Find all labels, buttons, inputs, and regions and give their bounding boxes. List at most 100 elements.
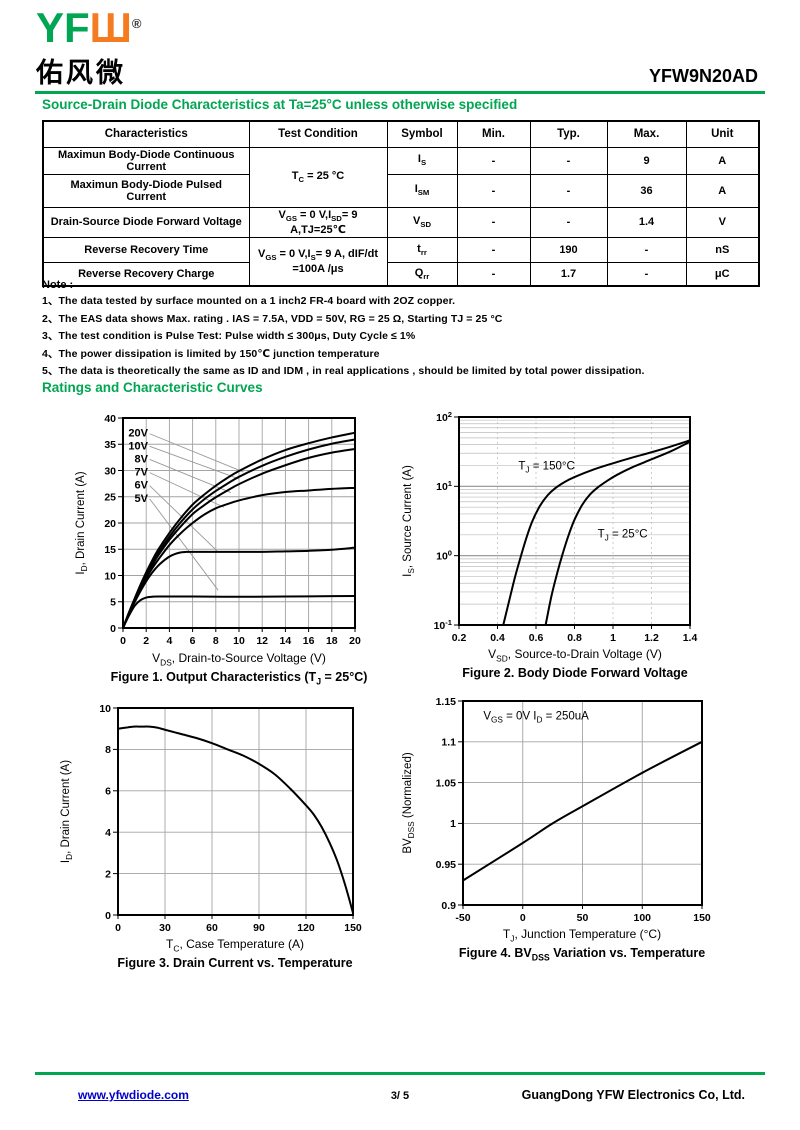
svg-text:1.4: 1.4	[683, 632, 698, 644]
fig4-svg: -50 0 50 100 150 0.9 0.95 1 1.05 1.1 1.15 VGS = 0V …	[402, 696, 711, 924]
cell-min: -	[456, 173, 531, 208]
logo-wordmark: YFШ®	[36, 5, 141, 50]
svg-text:5: 5	[110, 597, 116, 609]
svg-text:30: 30	[104, 465, 116, 477]
svg-text:1: 1	[610, 632, 616, 644]
header-divider	[35, 91, 765, 94]
svg-text:0.6: 0.6	[529, 632, 544, 644]
svg-text:TJ = 25°C: TJ = 25°C	[598, 528, 648, 542]
svg-text:1.15: 1.15	[436, 696, 457, 708]
svg-text:1: 1	[450, 818, 456, 830]
svg-text:20: 20	[349, 635, 361, 647]
figure-4-x-axis-label: TJ, Junction Temperature (°C)	[502, 927, 662, 944]
svg-text:0.4: 0.4	[490, 632, 505, 644]
note-item: 5、The data is theoretically the same as …	[42, 365, 645, 377]
figure-1: 0 2 4 6 8 10 12 14 16 18 20 0 5 10 15 20 25 30 35 40 20V 10V 8…	[70, 406, 370, 687]
cell-min: -	[456, 261, 531, 287]
footer-divider	[35, 1072, 765, 1075]
note-item: 4、The power dissipation is limited by 15…	[42, 347, 380, 360]
svg-text:12: 12	[256, 635, 268, 647]
svg-text:10-1: 10-1	[434, 618, 452, 632]
svg-text:6: 6	[190, 635, 196, 647]
svg-text:150: 150	[344, 922, 362, 934]
table-header-row: Characteristics Test Condition Symbol Mi…	[42, 120, 760, 148]
figure-3-caption: Figure 3. Drain Current vs. Temperature	[117, 956, 353, 971]
cell-min: -	[456, 206, 531, 238]
figure-2-x-axis-label: VSD, Source-to-Drain Voltage (V)	[488, 647, 662, 664]
website-link[interactable]: www.yfwdiode.com	[78, 1088, 189, 1102]
cell-symbol: VSD	[386, 206, 458, 238]
col-header-min: Min.	[456, 120, 531, 148]
col-header-max: Max.	[606, 120, 687, 148]
fig2-svg: 0.2 0.4 0.6 0.8 1 1.2 1.4 10-1 100 101 102 TJ = 150…	[402, 410, 698, 644]
fig3-svg: 0 30 60 90 120 150 0 2 4 6 8 10 ID, Drain Current (A…	[60, 703, 362, 934]
svg-text:7V: 7V	[134, 467, 148, 479]
svg-text:10: 10	[104, 570, 116, 582]
svg-text:18: 18	[326, 635, 338, 647]
svg-text:15: 15	[104, 544, 116, 556]
cell-symbol: ISM	[386, 173, 458, 208]
figure-1-x-axis-label: VDS, Drain-to-Source Voltage (V)	[152, 651, 326, 668]
figure-2: 0.2 0.4 0.6 0.8 1 1.2 1.4 10-1 100 101 102 TJ = 150…	[395, 406, 707, 681]
notes: Note : 1、The data tested by surface moun…	[42, 279, 742, 381]
svg-text:6V: 6V	[134, 480, 148, 492]
company-name: GuangDong YFW Electronics Co, Ltd.	[521, 1088, 745, 1102]
note-item: 1、The data tested by surface mounted on …	[42, 295, 456, 307]
svg-text:101: 101	[436, 479, 452, 493]
svg-text:8V: 8V	[134, 453, 148, 465]
table-row: Reverse Recovery Charge Qrr - 1.7 - μC	[42, 261, 760, 287]
fig1-svg: 0 2 4 6 8 10 12 14 16 18 20 0 5 10 15 20 25 30 35 40 20V10V8…	[75, 413, 361, 647]
col-header-test-condition: Test Condition	[248, 120, 388, 148]
cell-characteristics: Drain-Source Diode Forward Voltage	[42, 206, 250, 238]
note-item: 2、The EAS data shows Max. rating . IAS =…	[42, 312, 503, 325]
svg-text:4: 4	[105, 827, 111, 839]
cell-unit: V	[685, 206, 760, 238]
svg-text:0: 0	[115, 922, 121, 934]
cell-characteristics: Reverse Recovery Time	[42, 236, 250, 263]
svg-text:16: 16	[303, 635, 315, 647]
cell-test-condition: VGS = 0 V,IS= 9 A, dIF/dt =100A /μs	[248, 236, 388, 287]
cell-characteristics: Maximun Body-Diode Continuous Current	[42, 146, 250, 175]
svg-text:35: 35	[104, 439, 116, 451]
svg-text:0.2: 0.2	[452, 632, 467, 644]
cell-typ: -	[529, 206, 608, 238]
cell-unit: μC	[685, 261, 760, 287]
svg-text:ID, Drain Current (A): ID, Drain Current (A)	[75, 471, 89, 574]
svg-text:IS, Source Current (A): IS, Source Current (A)	[402, 465, 416, 577]
svg-text:50: 50	[577, 912, 589, 924]
svg-text:1.05: 1.05	[436, 777, 457, 789]
cell-typ: 190	[529, 236, 608, 263]
page-number: 3/ 5	[390, 1090, 410, 1102]
cell-unit: A	[685, 173, 760, 208]
svg-text:4: 4	[166, 635, 172, 647]
figure-1-plot: 0 2 4 6 8 10 12 14 16 18 20 0 5 10 15 20 25 30 35 40 20V 10V 8…	[70, 406, 370, 650]
svg-text:40: 40	[104, 413, 116, 425]
col-header-characteristics: Characteristics	[42, 120, 250, 148]
col-header-symbol: Symbol	[386, 120, 458, 148]
svg-text:2: 2	[143, 635, 149, 647]
col-header-unit: Unit	[685, 120, 760, 148]
svg-text:30: 30	[159, 922, 171, 934]
svg-text:10V: 10V	[128, 440, 148, 452]
svg-text:0: 0	[110, 623, 116, 635]
svg-text:0.9: 0.9	[441, 900, 456, 912]
figure-2-plot: 0.2 0.4 0.6 0.8 1 1.2 1.4 10-1 100 101 102 TJ = 150…	[395, 406, 707, 646]
svg-text:5V: 5V	[134, 493, 148, 505]
figure-4-plot: -50 0 50 100 150 0.9 0.95 1 1.05 1.1 1.15 VGS = 0V …	[395, 692, 717, 926]
svg-text:20V: 20V	[128, 428, 148, 440]
table-row: Reverse Recovery Time VGS = 0 V,IS= 9 A,…	[42, 236, 760, 287]
section-title-ratings: Ratings and Characteristic Curves	[42, 380, 263, 395]
table-row: Drain-Source Diode Forward Voltage VGS =…	[42, 206, 760, 238]
cell-characteristics: Maximun Body-Diode Pulsed Current	[42, 173, 250, 208]
svg-text:8: 8	[213, 635, 219, 647]
figure-3: 0 30 60 90 120 150 0 2 4 6 8 10 ID, Drain Current (A…	[55, 698, 367, 971]
svg-text:ID, Drain Current (A): ID, Drain Current (A)	[60, 760, 74, 863]
svg-text:1.1: 1.1	[441, 737, 456, 749]
cell-unit: A	[685, 146, 760, 175]
cell-max: -	[606, 261, 687, 287]
svg-text:150: 150	[693, 912, 711, 924]
cell-typ: 1.7	[529, 261, 608, 287]
svg-text:6: 6	[105, 786, 111, 798]
cell-max: 36	[606, 173, 687, 208]
figure-4: -50 0 50 100 150 0.9 0.95 1 1.05 1.1 1.15 VGS = 0V …	[395, 692, 717, 963]
